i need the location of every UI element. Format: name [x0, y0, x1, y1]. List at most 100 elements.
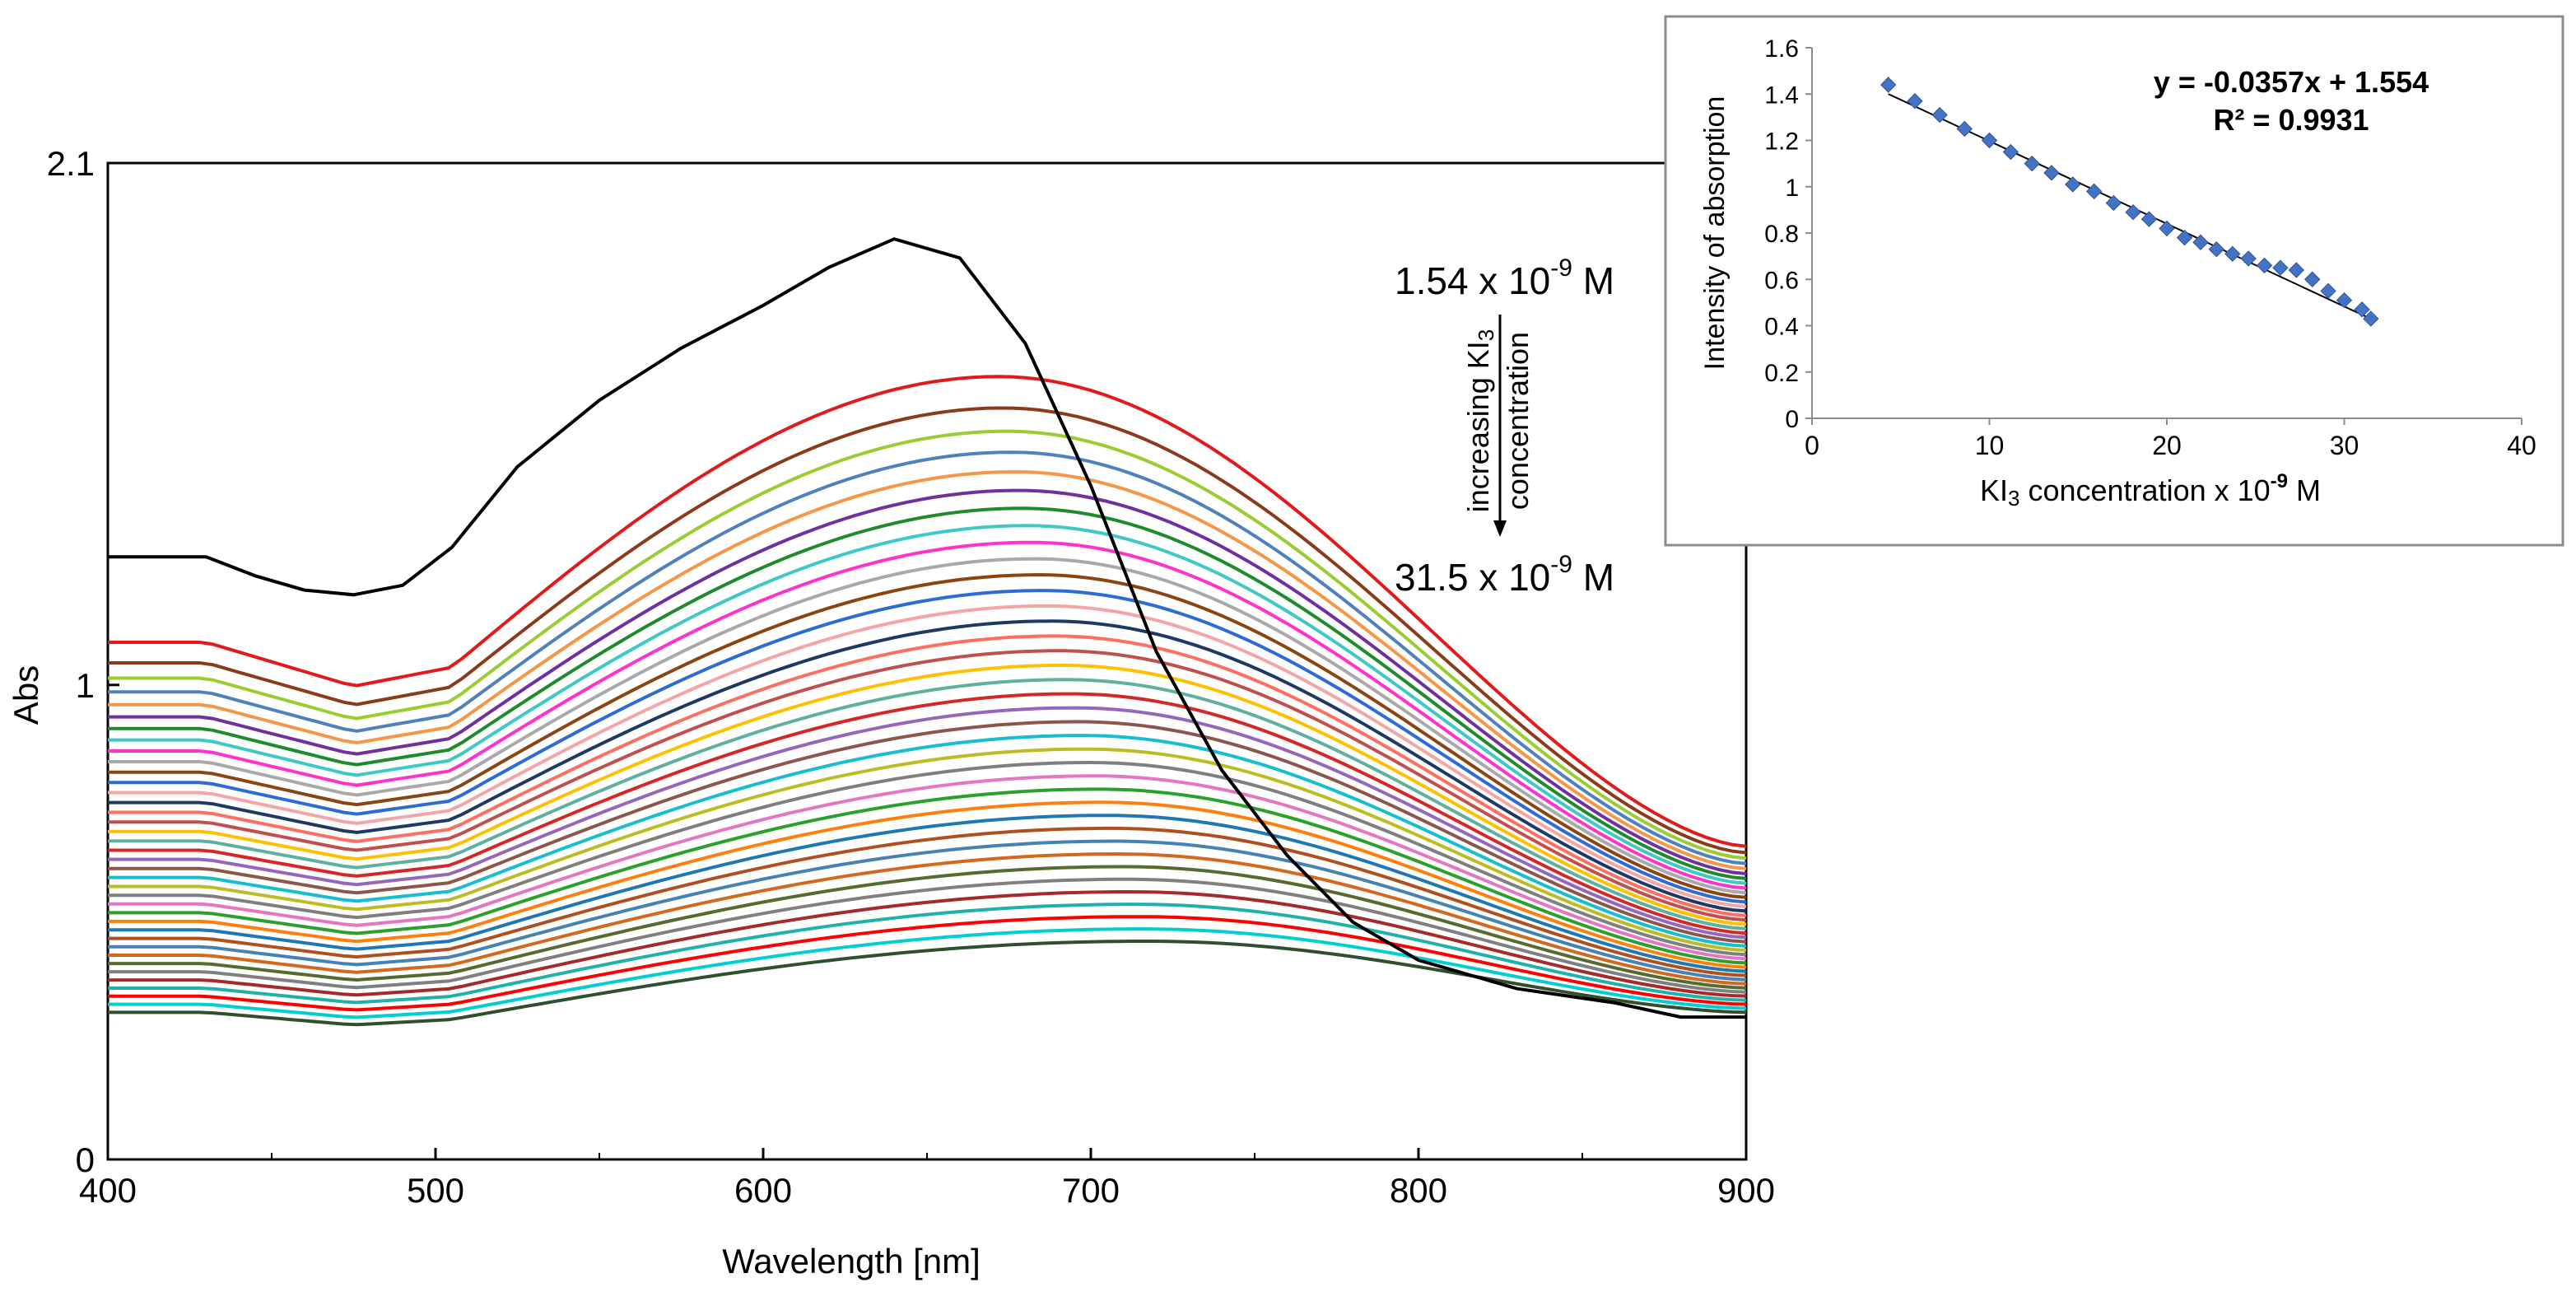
spectrum-line [108, 557, 1747, 895]
spectrum-line [108, 375, 1747, 848]
data-point-marker [2176, 229, 2193, 246]
main-y-tick-label: 2.1 [47, 144, 95, 183]
spectrum-line [108, 720, 1747, 944]
inset-y-axis: 0 0.2 0.4 0.6 0.8 1 1.2 1.4 1.6 [1764, 35, 1812, 433]
spectrum-line [108, 572, 1747, 899]
black-spectrum-line [108, 237, 1746, 1019]
main-y-tick-label: 1 [76, 666, 95, 705]
spectrum-line [108, 450, 1747, 865]
spectra-series-group [108, 375, 1747, 1027]
data-point-marker [2105, 194, 2122, 212]
data-point-marker [2304, 271, 2321, 287]
main-x-tick-label: 800 [1390, 1171, 1447, 1210]
inset-x-tick-label: 20 [2152, 431, 2182, 460]
spectrum-line [108, 839, 1747, 982]
main-x-tick-label: 700 [1062, 1171, 1120, 1210]
inset-y-tick-label: 0 [1785, 406, 1799, 433]
inset-x-axis: 0 10 20 30 40 [1805, 418, 2536, 460]
concentration-arrow [1493, 315, 1507, 537]
spectrum-line [108, 927, 1747, 1019]
main-x-tick-label: 400 [79, 1171, 137, 1210]
inset-frame [1664, 15, 2564, 547]
spectrum-line [108, 429, 1747, 861]
main-y-axis: 012.1 [47, 144, 119, 1179]
spectrum-line [108, 663, 1747, 926]
spectrum-line [108, 540, 1747, 890]
data-point-marker [2140, 211, 2158, 227]
calibration-points [1880, 77, 2379, 327]
data-point-marker [2065, 176, 2081, 193]
inset-y-tick-label: 0.4 [1764, 314, 1799, 341]
inset-y-tick-label: 1.2 [1764, 128, 1799, 156]
spectrum-line [108, 506, 1747, 880]
data-point-marker [2043, 165, 2060, 181]
data-point-marker [2354, 301, 2370, 318]
calibration-inset: 0 10 20 30 40 0 0.2 0.4 0.6 0.8 1 1.2 1.4 1.6 KI3 co… [1664, 15, 2564, 547]
main-x-tick-label: 500 [407, 1171, 464, 1210]
inset-x-tick-label: 0 [1805, 431, 1819, 460]
spectrum-line [108, 649, 1747, 922]
inset-y-tick-label: 0.8 [1764, 221, 1799, 248]
spectrum-line [108, 826, 1747, 977]
data-point-marker [1931, 106, 1948, 124]
annotation-top-concentration: 1.54 x 10-9 M [1395, 254, 1614, 302]
data-point-marker [2336, 292, 2353, 309]
arrow-label-increasing: increasing KI3 [1461, 329, 1498, 513]
arrow-label-concentration: concentration [1501, 332, 1535, 510]
spectrum-line [108, 877, 1747, 994]
inset-y-tick-label: 1 [1785, 175, 1799, 202]
data-point-marker [2224, 245, 2241, 263]
spectrum-line [108, 524, 1747, 885]
spectrum-line [108, 890, 1747, 998]
spectrum-line [108, 800, 1747, 969]
data-point-marker [2363, 310, 2379, 327]
data-point-marker [2208, 240, 2225, 258]
main-x-axis-label: Wavelength [nm] [722, 1242, 981, 1280]
data-point-marker [1907, 92, 1923, 110]
data-point-marker [2320, 282, 2336, 300]
main-x-axis: 400 500 600 700 800 900 [79, 1148, 1775, 1210]
main-x-tick-label: 900 [1717, 1171, 1775, 1210]
spectrum-line [108, 865, 1747, 990]
r-squared-value: R² = 0.9931 [2213, 103, 2369, 137]
spectrum-line [108, 851, 1747, 986]
data-point-marker [2240, 250, 2257, 267]
inset-y-tick-label: 1.4 [1764, 82, 1799, 109]
main-y-axis-label: Abs [7, 665, 45, 725]
data-point-marker [2002, 143, 2019, 161]
spectrum-line [108, 903, 1747, 1005]
main-y-tick-label: 0 [76, 1140, 95, 1179]
spectrum-line [108, 692, 1747, 935]
data-point-marker [2288, 262, 2305, 278]
annotation-bottom-concentration: 31.5 x 10-9 M [1395, 551, 1614, 599]
spectrum-line [108, 589, 1747, 904]
regression-equation: y = -0.0357x + 1.554 [2154, 65, 2429, 99]
data-point-marker [1880, 77, 1897, 93]
spectrum-line [108, 734, 1747, 948]
data-point-marker [2125, 203, 2141, 221]
spectrum-line [108, 747, 1747, 952]
inset-x-tick-label: 40 [2507, 431, 2536, 460]
absorbance-spectra-chart: 400 500 600 700 800 900 012.1 Wavelength [nm]… [7, 144, 1775, 1280]
spectrum-line [108, 774, 1747, 961]
spectrum-line [108, 787, 1747, 965]
spectrum-line [108, 760, 1747, 957]
spectrum-line [108, 706, 1747, 940]
spectrum-line [108, 488, 1747, 875]
spectrum-line [108, 604, 1747, 908]
spectrum-line [108, 469, 1747, 870]
spectrum-line [108, 406, 1747, 855]
main-x-tick-label: 600 [734, 1171, 792, 1210]
spectrum-line [108, 619, 1747, 913]
spectrum-line [108, 678, 1747, 931]
data-point-marker [2024, 155, 2040, 172]
inset-y-axis-label: Intensity of absorption [1699, 96, 1731, 371]
data-point-marker [2192, 234, 2209, 250]
data-point-marker [2159, 220, 2175, 237]
spectrum-line [108, 634, 1747, 917]
inset-x-tick-label: 30 [2330, 431, 2359, 460]
inset-y-tick-label: 0.6 [1764, 267, 1799, 294]
spectrum-line [108, 915, 1747, 1012]
inset-x-axis-label: KI3 concentration x 10-9 M [1980, 470, 2321, 511]
